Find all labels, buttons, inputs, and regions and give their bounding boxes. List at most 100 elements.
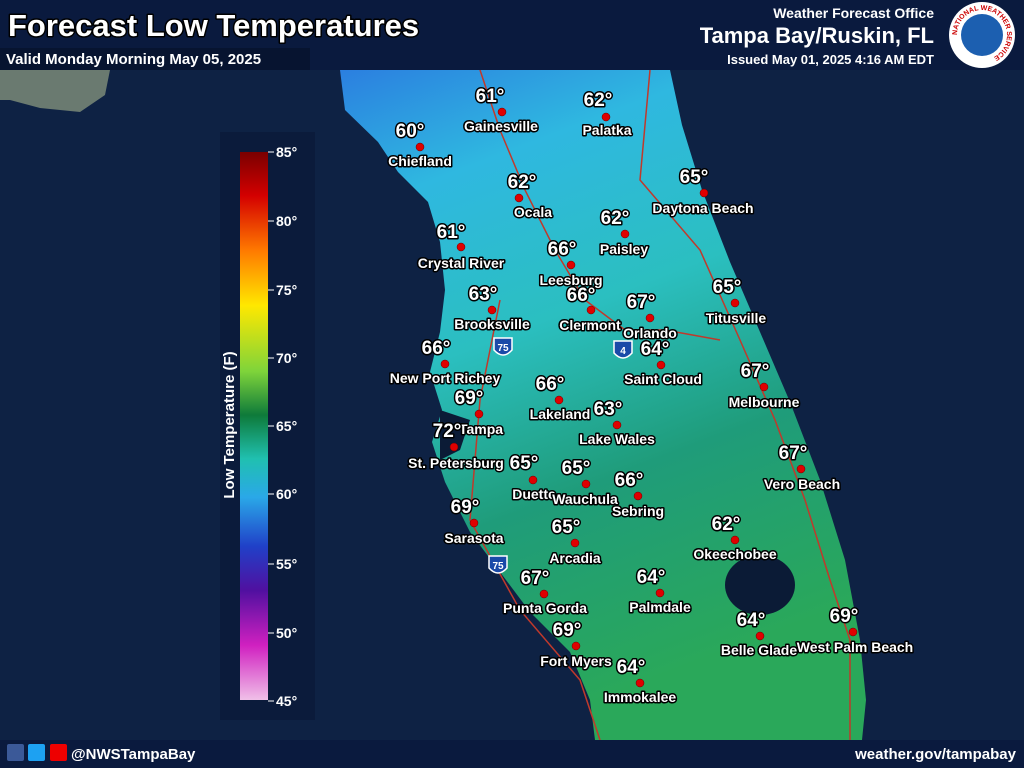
city: 66° New Port Richey bbox=[388, 337, 502, 388]
city-dot bbox=[554, 395, 564, 405]
city-name: Ocala bbox=[514, 204, 552, 220]
city-temp: 69° bbox=[830, 606, 859, 627]
city: 61° Crystal River bbox=[416, 221, 506, 273]
city-name: Leesburg bbox=[539, 272, 602, 288]
city: 66° Clermont bbox=[558, 284, 623, 335]
legend-tick-label: 75° bbox=[276, 282, 297, 298]
city: 65° Daytona Beach bbox=[651, 166, 755, 218]
city-temp: 65° bbox=[562, 458, 591, 479]
city-dot bbox=[612, 420, 622, 430]
city-temp: 62° bbox=[584, 90, 613, 111]
highway-label: 75 bbox=[497, 343, 509, 354]
city-temp: 63° bbox=[469, 284, 498, 305]
city: 67° Vero Beach bbox=[762, 442, 841, 494]
city-name: Duette bbox=[512, 486, 556, 502]
highway-shield bbox=[613, 340, 633, 359]
city-temp: 62° bbox=[601, 208, 630, 229]
city: 62° Paisley bbox=[598, 207, 649, 259]
city-temp: 63° bbox=[594, 399, 623, 420]
facebook-icon[interactable] bbox=[7, 744, 24, 761]
lake-okeechobee bbox=[725, 555, 795, 615]
city-temp: 69° bbox=[553, 620, 582, 641]
city-dot bbox=[645, 313, 655, 323]
city-dot bbox=[570, 538, 580, 548]
twitter-icon[interactable] bbox=[28, 744, 45, 761]
valid-band bbox=[0, 48, 310, 70]
city-temp: 64° bbox=[617, 657, 646, 678]
city-name: Daytona Beach bbox=[652, 200, 753, 216]
city: 62° Okeechobee bbox=[692, 513, 778, 564]
city-name: Arcadia bbox=[549, 550, 601, 566]
city-temp: 62° bbox=[712, 514, 741, 535]
city: 65° Wauchula bbox=[551, 457, 620, 509]
issued: Issued May 01, 2025 4:16 AM EDT bbox=[727, 52, 934, 67]
city-name: St. Petersburg bbox=[408, 455, 504, 471]
city-temp: 67° bbox=[521, 568, 550, 589]
city: 69° West Palm Beach bbox=[795, 605, 914, 657]
city-temp: 69° bbox=[451, 497, 480, 518]
highway-label: 75 bbox=[492, 561, 504, 572]
city-dot bbox=[620, 229, 630, 239]
city-name: Titusville bbox=[706, 310, 767, 326]
city-name: Paisley bbox=[600, 241, 648, 257]
city-temp: 64° bbox=[637, 567, 666, 588]
city-name: Chiefland bbox=[388, 153, 452, 169]
city-temp: 66° bbox=[536, 374, 565, 395]
city-name: Lake Wales bbox=[579, 431, 655, 447]
city-name: West Palm Beach bbox=[797, 639, 913, 655]
city: 66° Leesburg bbox=[538, 238, 604, 290]
city: 65° Duette bbox=[508, 452, 557, 504]
city: 64° Saint Cloud bbox=[623, 338, 704, 389]
city: 64° Immokalee bbox=[602, 656, 678, 707]
city-name: Sarasota bbox=[444, 530, 503, 546]
highway-shield bbox=[493, 337, 513, 356]
city-dot bbox=[539, 589, 549, 599]
city: 63° Brooksville bbox=[453, 283, 532, 334]
city-name: Brooksville bbox=[454, 316, 530, 332]
city: 67° Melbourne bbox=[727, 360, 801, 412]
city-name: Saint Cloud bbox=[624, 371, 702, 387]
footer-url[interactable]: weather.gov/tampabay bbox=[854, 746, 1017, 763]
city: 60° Chiefland bbox=[387, 120, 454, 171]
land-panhandle bbox=[0, 70, 110, 112]
city-name: Palmdale bbox=[629, 599, 691, 615]
legend-tick-label: 55° bbox=[276, 556, 297, 572]
city: 69° Sarasota bbox=[443, 496, 505, 548]
city: 63° Lake Wales bbox=[578, 398, 657, 449]
city-temp: 65° bbox=[510, 453, 539, 474]
city-name: Clermont bbox=[559, 317, 621, 333]
tampa-bay bbox=[440, 410, 470, 460]
city-temp: 66° bbox=[548, 239, 577, 260]
city: 67° Orlando bbox=[622, 291, 679, 343]
footer-band bbox=[0, 740, 1024, 768]
city: 64° Belle Glade bbox=[719, 609, 798, 660]
city-temp: 64° bbox=[737, 610, 766, 631]
city-dot bbox=[601, 112, 611, 122]
city-dot bbox=[581, 479, 591, 489]
city-name: Gainesville bbox=[464, 118, 538, 134]
footer-handle[interactable]: @NWSTampaBay bbox=[71, 746, 196, 763]
city-dot bbox=[474, 409, 484, 419]
city-dot bbox=[633, 491, 643, 501]
city-dot bbox=[528, 475, 538, 485]
city-temp: 66° bbox=[615, 470, 644, 491]
youtube-icon[interactable] bbox=[50, 744, 67, 761]
city-name: Lakeland bbox=[530, 406, 591, 422]
city-dot bbox=[440, 359, 450, 369]
city-name: Okeechobee bbox=[693, 546, 776, 562]
city-temp: 66° bbox=[422, 338, 451, 359]
legend-tick-label: 60° bbox=[276, 486, 297, 502]
legend-scale bbox=[240, 152, 268, 700]
city-name: Vero Beach bbox=[764, 476, 840, 492]
highway-label: 4 bbox=[620, 346, 626, 357]
city-temp: 69° bbox=[455, 388, 484, 409]
city-temp: 67° bbox=[627, 292, 656, 313]
city-temp: 62° bbox=[508, 172, 537, 193]
city-name: New Port Richey bbox=[390, 370, 501, 386]
legend-tick-label: 70° bbox=[276, 350, 297, 366]
city: 65° Arcadia bbox=[548, 516, 603, 568]
city-dot bbox=[487, 305, 497, 315]
city-dot bbox=[730, 298, 740, 308]
city-temp: 64° bbox=[641, 339, 670, 360]
